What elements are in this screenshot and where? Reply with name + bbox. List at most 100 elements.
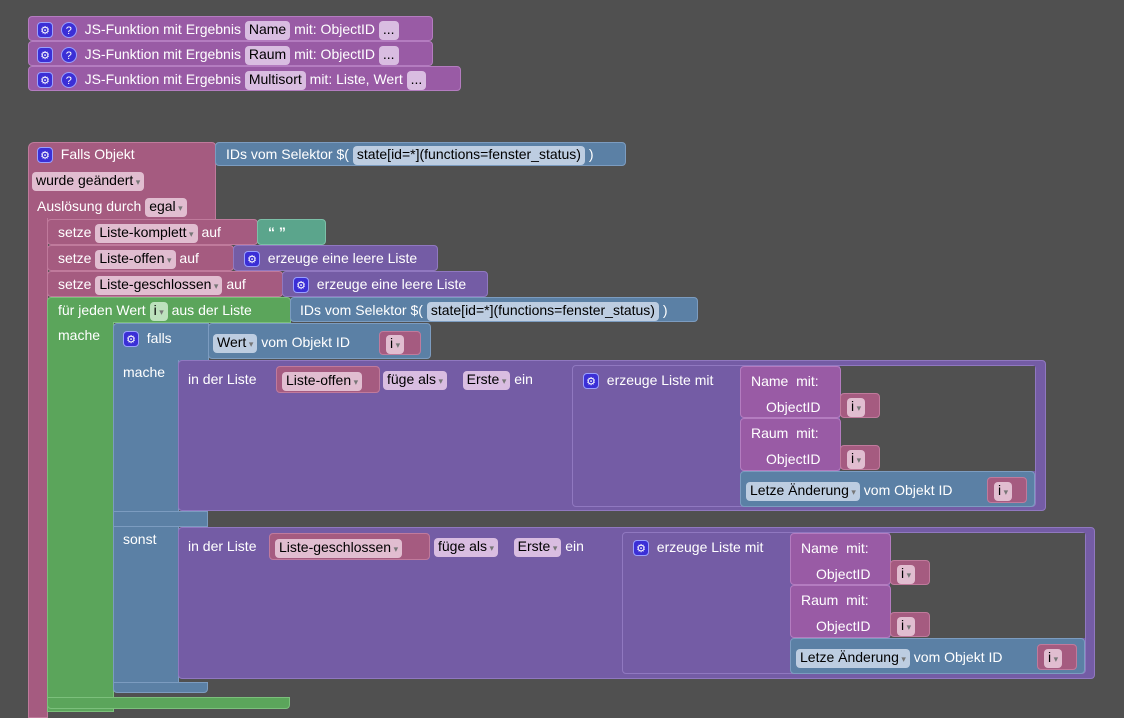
changed-dropdown[interactable]: wurde geändert: [32, 172, 145, 191]
gear-icon[interactable]: ⚙: [37, 22, 53, 39]
last-change-block[interactable]: Letze Änderung vom Objekt ID i: [790, 638, 1085, 674]
function-args: mit: ObjectID: [294, 46, 376, 62]
trigger-by-dropdown[interactable]: egal: [145, 198, 187, 217]
variable-dropdown[interactable]: i: [847, 398, 866, 417]
function-block-multisort[interactable]: ⚙ ? JS-Funktion mit Ergebnis Multisort m…: [28, 66, 461, 91]
function-block-raum[interactable]: ⚙ ? JS-Funktion mit Ergebnis Raum mit: O…: [28, 41, 433, 66]
variable-dropdown[interactable]: Liste-geschlossen: [275, 539, 403, 558]
help-icon[interactable]: ?: [60, 47, 77, 64]
variable-dropdown[interactable]: i: [847, 450, 866, 469]
variable-block[interactable]: Liste-offen: [276, 366, 380, 393]
set-on-label: auf: [179, 250, 199, 266]
last-change-block[interactable]: Letze Änderung vom Objekt ID i: [740, 471, 1035, 507]
set-label: setze: [58, 250, 92, 266]
gear-icon[interactable]: ⚙: [583, 373, 599, 390]
variable-dropdown[interactable]: i: [994, 482, 1013, 501]
function-name: Raum: [801, 592, 839, 608]
help-icon[interactable]: ?: [60, 72, 77, 89]
insert-block-geschlossen[interactable]: in der Liste Liste-geschlossen füge als …: [178, 527, 1095, 679]
variable-dropdown[interactable]: i: [897, 617, 916, 636]
function-call-raum[interactable]: Raum mit: ObjectID: [740, 418, 841, 471]
variable-dropdown[interactable]: i: [386, 335, 405, 354]
selector-input[interactable]: state[id=*](functions=fenster_status): [426, 302, 659, 321]
variable-block[interactable]: Liste-geschlossen: [269, 533, 430, 560]
if-bottom: [113, 682, 208, 693]
function-call-name[interactable]: Name mit: ObjectID: [740, 366, 841, 418]
variable-block[interactable]: i: [840, 393, 880, 418]
variable-dropdown[interactable]: Liste-komplett: [95, 224, 198, 243]
variable-dropdown[interactable]: i: [897, 565, 916, 584]
gear-icon[interactable]: ⚙: [37, 72, 53, 89]
mode-dropdown[interactable]: füge als: [434, 538, 499, 557]
function-call-name[interactable]: Name mit: ObjectID: [790, 533, 891, 585]
function-name[interactable]: Raum: [244, 46, 291, 65]
function-name[interactable]: Name: [244, 21, 291, 40]
set-block-komplett[interactable]: setze Liste-komplett auf: [47, 219, 258, 245]
foreach-label: für jeden Wert: [58, 302, 146, 318]
selector-input[interactable]: state[id=*](functions=fenster_status): [352, 146, 585, 165]
set-label: setze: [58, 224, 92, 240]
create-list-block[interactable]: ⚙ erzeuge Liste mit Name mit: ObjectID i …: [572, 365, 1036, 507]
if-block[interactable]: ⚙ falls: [113, 323, 209, 363]
mode-dropdown[interactable]: füge als: [383, 371, 448, 390]
variable-dropdown[interactable]: Liste-offen: [282, 372, 363, 391]
mit-label: mit:: [846, 592, 869, 608]
gear-icon[interactable]: ⚙: [123, 331, 139, 348]
create-list-label: erzeuge Liste mit: [656, 539, 764, 555]
trigger-label: Falls Objekt: [60, 146, 135, 162]
attribute-dropdown[interactable]: Wert: [213, 334, 258, 353]
more-button[interactable]: ...: [378, 46, 399, 65]
foreach-block[interactable]: für jeden Wert i aus der Liste: [47, 297, 291, 323]
more-button[interactable]: ...: [378, 21, 399, 40]
set-block-offen[interactable]: setze Liste-offen auf: [47, 245, 234, 271]
gear-icon[interactable]: ⚙: [633, 540, 649, 557]
in-list-label: in der Liste: [188, 371, 257, 387]
trigger-block-arm: [28, 218, 48, 718]
variable-dropdown[interactable]: Liste-geschlossen: [95, 276, 223, 295]
create-list-block[interactable]: ⚙ erzeuge Liste mit Name mit: ObjectID i …: [622, 532, 1086, 674]
if-condition[interactable]: Wert vom Objekt ID i: [208, 323, 431, 359]
insert-block-offen[interactable]: in der Liste Liste-offen füge als Erste …: [178, 360, 1046, 511]
mit-label: mit:: [796, 373, 819, 389]
variable-block[interactable]: i: [890, 560, 930, 585]
function-name[interactable]: Multisort: [244, 71, 306, 90]
variable-dropdown[interactable]: Liste-offen: [95, 250, 176, 269]
foreach-var-dropdown[interactable]: i: [149, 302, 168, 321]
position-dropdown[interactable]: Erste: [462, 371, 511, 390]
function-label: JS-Funktion mit Ergebnis: [84, 46, 241, 62]
variable-dropdown[interactable]: i: [1044, 649, 1063, 668]
function-name: Raum: [751, 425, 789, 441]
variable-block[interactable]: i: [1037, 644, 1077, 670]
variable-block[interactable]: i: [987, 477, 1027, 503]
gear-icon[interactable]: ⚙: [37, 147, 53, 164]
function-block-name[interactable]: ⚙ ? JS-Funktion mit Ergebnis Name mit: O…: [28, 16, 433, 41]
function-call-raum[interactable]: Raum mit: ObjectID: [790, 585, 891, 638]
function-args: mit: Liste, Wert: [309, 71, 403, 87]
if-label: falls: [146, 330, 172, 346]
empty-text-value[interactable]: “ ”: [268, 224, 286, 240]
gear-icon[interactable]: ⚙: [244, 251, 260, 268]
object-id-label: vom Objekt ID: [261, 334, 350, 350]
objectid-label: ObjectID: [816, 618, 871, 634]
variable-block[interactable]: i: [890, 612, 930, 637]
selector-block[interactable]: IDs vom Selektor $( state[id=*](function…: [215, 142, 626, 166]
set-block-geschlossen[interactable]: setze Liste-geschlossen auf: [47, 271, 283, 297]
gear-icon[interactable]: ⚙: [293, 277, 309, 294]
ein-label: ein: [565, 538, 584, 554]
variable-block[interactable]: i: [840, 445, 880, 470]
selector-block[interactable]: IDs vom Selektor $( state[id=*](function…: [290, 297, 698, 322]
empty-list-block[interactable]: ⚙ erzeuge eine leere Liste: [282, 271, 488, 297]
variable-block[interactable]: i: [379, 331, 421, 355]
gear-icon[interactable]: ⚙: [37, 47, 53, 64]
if-else-label: sonst: [123, 531, 157, 547]
function-args: mit: ObjectID: [294, 21, 376, 37]
help-icon[interactable]: ?: [60, 22, 77, 39]
attribute-dropdown[interactable]: Letze Änderung: [746, 482, 860, 501]
text-block[interactable]: “ ”: [257, 219, 326, 245]
position-dropdown[interactable]: Erste: [513, 538, 562, 557]
more-button[interactable]: ...: [406, 71, 427, 90]
selector-close: ): [662, 302, 668, 318]
attribute-dropdown[interactable]: Letze Änderung: [796, 649, 910, 668]
function-label: JS-Funktion mit Ergebnis: [84, 71, 241, 87]
empty-list-block[interactable]: ⚙ erzeuge eine leere Liste: [233, 245, 438, 271]
